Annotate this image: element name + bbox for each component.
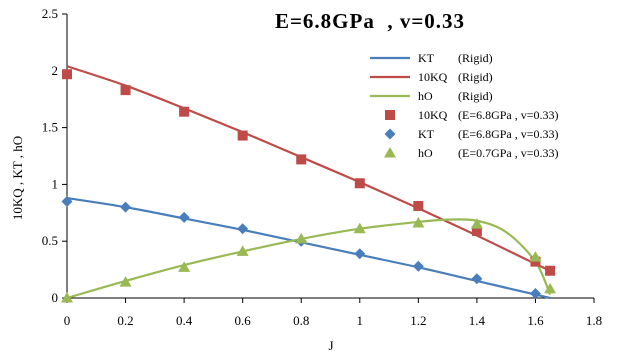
x-tick-label: 1.2: [410, 313, 426, 328]
legend-label-detail: (Rigid): [458, 70, 493, 84]
legend: KT (Rigid) 10KQ (Rigid) hO (Rigid) 10KQ (E=6.8G…: [370, 51, 559, 160]
data-point: [471, 273, 483, 285]
x-tick-label: 0.2: [117, 313, 133, 328]
axes: 0 0.5 1 1.5 2 2.5 0 0.2 0.4 0.6 0.8 1 1.2 1.4 1.6 1.8: [42, 6, 602, 328]
y-tick-label: 1.5: [42, 120, 58, 135]
data-point: [354, 178, 365, 189]
legend-label: 10KQ: [418, 108, 448, 122]
legend-item: KT (Rigid): [370, 51, 493, 65]
data-point: [120, 85, 131, 96]
legend-label-detail: (E=6.8GPa , v=0.33): [458, 108, 559, 122]
legend-label: hO: [418, 89, 433, 103]
legend-item: hO (E=0.7GPa , v=0.33): [384, 146, 559, 160]
data-point: [237, 130, 248, 141]
x-tick-label: 1: [357, 313, 364, 328]
data-point: [62, 69, 72, 80]
data-point: [353, 222, 366, 234]
chart-title: E=6.8GPa , v=0.33: [275, 9, 465, 33]
series-10kq-e-6-8gpa-v-0-33: [62, 69, 556, 276]
legend-label-detail: (Rigid): [458, 51, 493, 65]
legend-item: 10KQ (E=6.8GPa , v=0.33): [385, 108, 559, 122]
data-point: [471, 225, 482, 236]
y-tick-label: 2: [52, 63, 59, 78]
data-point: [179, 106, 190, 117]
legend-label-detail: (E=6.8GPa , v=0.33): [458, 127, 559, 141]
y-axis-label: 10KQ , KT , hO: [10, 136, 25, 220]
data-point: [120, 201, 132, 213]
legend-label: KT: [418, 51, 435, 65]
series-line-10kq-rigid: [66, 65, 551, 272]
x-tick-label: 1.8: [586, 313, 602, 328]
data-point: [119, 276, 132, 287]
data-point: [354, 248, 366, 260]
series-kt-e-6-8gpa-v-0-33: [61, 195, 541, 299]
data-point: [296, 154, 307, 165]
legend-item: KT (E=6.8GPa , v=0.33): [384, 127, 559, 141]
data-point: [295, 232, 308, 244]
x-tick-label: 0.4: [176, 313, 193, 328]
y-tick-label: 0.5: [42, 233, 58, 248]
data-point: [544, 282, 557, 294]
legend-marker-swatch: [384, 147, 396, 158]
data-point: [178, 261, 191, 272]
x-axis-label: J: [328, 338, 333, 353]
legend-item: hO (Rigid): [370, 89, 493, 103]
x-tick-label: 1.4: [469, 313, 486, 328]
series-line-ho-rigid: [66, 218, 552, 300]
legend-label: hO: [418, 146, 433, 160]
legend-item: 10KQ (Rigid): [370, 70, 493, 84]
legend-marker-swatch: [384, 128, 396, 140]
data-point: [470, 218, 483, 229]
y-tick-label: 2.5: [42, 6, 58, 21]
data-point: [529, 287, 541, 299]
data-point: [178, 211, 190, 223]
data-point: [545, 265, 556, 276]
x-tick-label: 0: [64, 313, 71, 328]
legend-label-detail: (Rigid): [458, 89, 493, 103]
data-point: [413, 200, 424, 211]
data-point: [530, 256, 541, 267]
legend-marker-swatch: [385, 110, 395, 120]
data-point: [237, 223, 249, 235]
data-point: [529, 251, 542, 262]
plot-area: [61, 65, 557, 303]
data-point: [61, 292, 73, 303]
legend-label-detail: (E=0.7GPa , v=0.33): [458, 146, 559, 160]
y-tick-label: 0: [52, 290, 59, 305]
series-line-kt-rigid: [66, 196, 551, 300]
data-point: [236, 245, 249, 256]
data-point: [412, 260, 424, 272]
x-tick-label: 0.6: [235, 313, 252, 328]
x-tick-label: 0.8: [293, 313, 309, 328]
data-point: [61, 195, 73, 207]
x-tick-label: 1.6: [527, 313, 544, 328]
series-ho-e-0-7gpa-v-0-33: [61, 217, 557, 303]
data-point: [412, 217, 425, 228]
legend-label: 10KQ: [418, 70, 448, 84]
y-tick-label: 1: [52, 176, 59, 191]
legend-label: KT: [418, 127, 435, 141]
